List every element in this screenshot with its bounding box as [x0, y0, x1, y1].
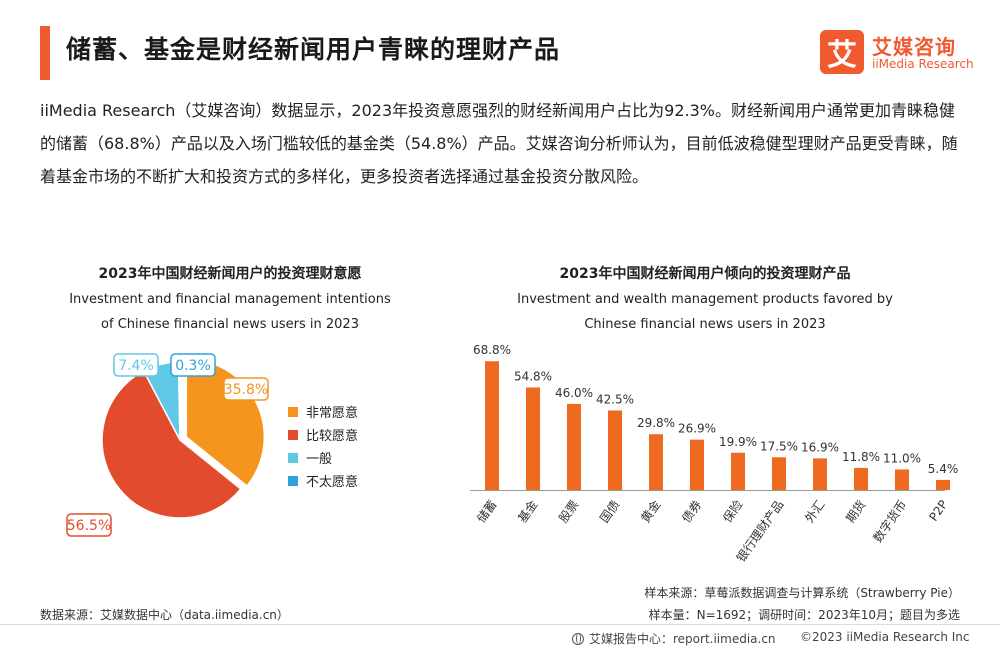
pie-chart-title-block: 2023年中国财经新闻用户的投资理财意愿 Investment and fina… — [20, 262, 440, 337]
bar — [526, 387, 540, 490]
footer-report-text: 艾媒报告中心：report.iimedia.cn — [589, 632, 776, 646]
pie-label-box — [66, 513, 112, 537]
legend-item: 不太愿意 — [288, 469, 358, 492]
legend-label: 比较愿意 — [306, 429, 359, 444]
bar — [567, 403, 581, 490]
bar — [772, 457, 786, 490]
legend-label: 不太愿意 — [306, 475, 359, 490]
bar-category-label: 基金 — [514, 497, 540, 525]
bar-value-label: 46.0% — [555, 386, 593, 400]
logo-english-name: iiMedia Research — [872, 57, 974, 71]
sample-size-note: 样本量：N=1692；调研时间：2023年10月；题目为多选 — [648, 608, 960, 622]
bar-chart: 68.8% 储蓄 54.8% 基金 46.0% 股票 42.5% 国债 29.8% 黄金 26.9%… — [470, 343, 959, 565]
bar-chart-subtitle-line1: Investment and wealth management product… — [517, 292, 893, 307]
bar-value-label: 26.9% — [678, 422, 716, 436]
bar — [854, 467, 868, 490]
pie-label-box — [223, 377, 269, 401]
pie-slice-label: 56.5% — [67, 518, 111, 534]
bar-value-label: 16.9% — [801, 440, 839, 454]
bar-chart-title: 2023年中国财经新闻用户倾向的投资理财产品 — [559, 266, 851, 282]
bar-category-label: 外汇 — [802, 498, 827, 526]
legend-swatch — [288, 406, 298, 417]
title-accent-bar — [40, 26, 50, 80]
sample-source-note: 样本来源：草莓派数据调查与计算系统（Strawberry Pie） — [644, 586, 960, 600]
iimedia-logo: 艾 艾媒咨询 iiMedia Research — [820, 30, 990, 76]
bar — [895, 469, 909, 490]
footer-divider — [0, 624, 1000, 625]
bar-category-label: 黄金 — [637, 497, 663, 525]
page-title: 储蓄、基金是财经新闻用户青睐的理财产品 — [66, 35, 561, 64]
bar-value-label: 11.8% — [842, 450, 880, 464]
bar — [731, 452, 745, 490]
pie-slice-label: 35.8% — [224, 382, 268, 398]
bar-value-label: 11.0% — [883, 451, 921, 465]
bar-value-label: 5.4% — [928, 462, 959, 476]
pie-chart-subtitle-line2: of Chinese financial news users in 2023 — [101, 317, 359, 332]
logo-chinese-name: 艾媒咨询 — [872, 35, 956, 59]
bar-category-label: 国债 — [597, 498, 622, 526]
bar-category-label: 数字货币 — [870, 497, 910, 545]
legend-item: 一般 — [288, 446, 358, 469]
bar-value-label: 29.8% — [637, 416, 675, 430]
pie-slice-label: 0.3% — [175, 358, 211, 374]
logo-mark-icon: 艾 — [820, 30, 864, 74]
pie-slice — [101, 369, 242, 519]
legend-item: 非常愿意 — [288, 400, 358, 423]
legend-label: 一般 — [306, 452, 333, 467]
legend-label: 非常愿意 — [306, 406, 359, 421]
bar-value-label: 17.5% — [760, 439, 798, 453]
legend-swatch — [288, 452, 298, 463]
bar-category-label: 储蓄 — [473, 497, 499, 525]
bar-chart-title-block: 2023年中国财经新闻用户倾向的投资理财产品 Investment and we… — [480, 262, 930, 337]
footer-report-center: 艾媒报告中心：report.iimedia.cn — [572, 630, 776, 647]
pie-chart-subtitle-line1: Investment and financial management inte… — [69, 292, 391, 307]
legend-swatch — [288, 475, 298, 486]
bar — [690, 439, 704, 490]
pie-slice-label: 7.4% — [118, 358, 154, 374]
pie-chart-title: 2023年中国财经新闻用户的投资理财意愿 — [98, 266, 362, 282]
pie-legend: 非常愿意 比较愿意 一般 不太愿意 — [288, 400, 358, 492]
bar — [608, 410, 622, 490]
pie-chart: 35.8% 56.5% 7.4% 0.3% — [66, 353, 269, 537]
bar — [485, 361, 499, 490]
pie-label-box — [170, 353, 216, 377]
bar-category-label: 债券 — [678, 497, 704, 525]
bar-category-label: 保险 — [719, 497, 745, 525]
bar-value-label: 54.8% — [514, 369, 552, 383]
bar — [649, 434, 663, 490]
bar-value-label: 19.9% — [719, 435, 757, 449]
bar-category-label: 期货 — [842, 497, 868, 525]
intro-paragraph: iiMedia Research（艾媒咨询）数据显示，2023年投资意愿强烈的财… — [40, 101, 958, 186]
data-source-note: 数据来源：艾媒数据中心（data.iimedia.cn） — [40, 608, 289, 622]
legend-swatch — [288, 429, 298, 440]
legend-item: 比较愿意 — [288, 423, 358, 446]
bar-category-label: P2P — [926, 498, 950, 524]
globe-icon — [572, 632, 584, 645]
bar-chart-subtitle-line2: Chinese financial news users in 2023 — [584, 317, 826, 332]
bar-value-label: 42.5% — [596, 392, 634, 406]
bar-value-label: 68.8% — [473, 343, 511, 357]
bar — [936, 479, 950, 490]
bar — [813, 458, 827, 490]
pie-label-box — [113, 353, 159, 377]
bar-category-label: 股票 — [556, 498, 581, 526]
footer-copyright: ©2023 iiMedia Research Inc — [800, 630, 970, 644]
